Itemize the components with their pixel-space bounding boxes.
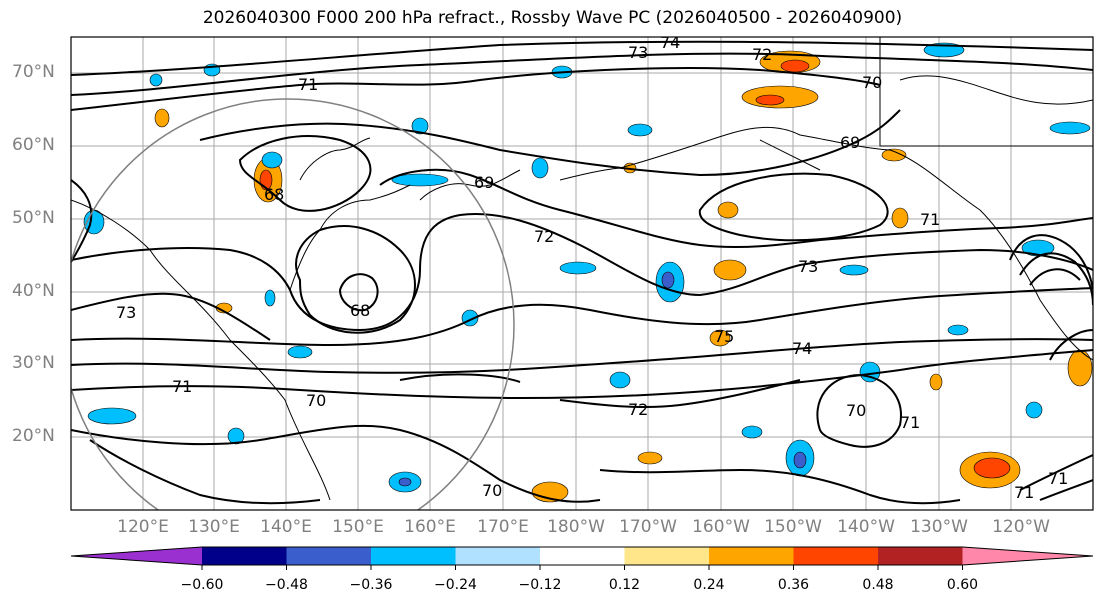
- colorbar-tick-label: −0.24: [434, 577, 477, 593]
- contour-label: 70: [482, 481, 502, 500]
- longitude-label: 180°W: [547, 517, 605, 537]
- map-title: 2026040300 F000 200 hPa refract., Rossby…: [202, 8, 903, 28]
- contour-label: 70: [846, 401, 866, 420]
- longitude-label: 170°E: [477, 517, 529, 537]
- contour-label: 74: [792, 339, 812, 358]
- colorbar-bin: [540, 547, 625, 565]
- colorbar-bin: [202, 547, 287, 565]
- colorbar-tick-label: 0.12: [608, 577, 641, 593]
- colorbar-tick-label: −0.60: [180, 577, 224, 593]
- colorbar-bin: [624, 547, 709, 565]
- colorbar-tick-label: −0.12: [518, 577, 562, 593]
- contour-label: 69: [474, 173, 494, 192]
- latitude-label: 40°N: [12, 281, 55, 301]
- contour-label: 71: [920, 210, 940, 229]
- contour-label: 72: [752, 45, 772, 64]
- contour-label: 68: [350, 301, 370, 320]
- longitude-label: 120°E: [117, 517, 169, 537]
- contour-label: 75: [714, 327, 734, 346]
- longitude-label: 140°E: [260, 517, 312, 537]
- map-frame: [70, 36, 1094, 511]
- gridlines: [71, 37, 1093, 510]
- contour-label: 70: [306, 391, 326, 410]
- contour-label: 74: [660, 33, 680, 52]
- great-circle: [71, 98, 515, 510]
- latitude-label: 30°N: [12, 353, 55, 373]
- contour-label: 71: [172, 377, 192, 396]
- colorbar-bin: [286, 547, 371, 565]
- colorbar-tick-label: 0.60: [946, 577, 979, 593]
- longitude-label: 160°W: [692, 517, 750, 537]
- contour-label: 72: [534, 227, 554, 246]
- contour-label: 73: [798, 257, 818, 276]
- longitude-label: 130°W: [910, 517, 968, 537]
- contour-label: 70: [862, 73, 882, 92]
- colorbar-tick-label: −0.48: [265, 577, 308, 593]
- colorbar-tick-label: 0.24: [693, 577, 725, 593]
- contour-label: 73: [628, 43, 648, 62]
- contour-label: 69: [840, 133, 860, 152]
- colorbar-bin: [371, 547, 456, 565]
- contour-labels: 73 74 72 70 71 69 68 68 72 73 73 71 70 7…: [116, 33, 1068, 502]
- longitude-label: 170°W: [619, 517, 677, 537]
- latitude-label: 70°N: [12, 62, 55, 82]
- longitude-label: 120°W: [992, 517, 1050, 537]
- contour-label: 73: [116, 303, 136, 322]
- colorbar-tick-label: 0.48: [862, 577, 894, 593]
- contour-label: 71: [1048, 469, 1068, 488]
- coastlines: [71, 37, 1093, 501]
- contour-label: 72: [628, 400, 648, 419]
- colorbar-bin: [455, 547, 540, 565]
- latitude-label: 60°N: [12, 135, 55, 155]
- contour-label: 68: [264, 185, 284, 204]
- longitude-label: 150°E: [332, 517, 384, 537]
- longitude-label: 130°E: [188, 517, 240, 537]
- colorbar-bin: [793, 547, 878, 565]
- longitude-label: 150°W: [764, 517, 822, 537]
- anomaly-patches: [83, 42, 1093, 503]
- colorbar: [70, 546, 1094, 570]
- colorbar-extend-low: [71, 547, 202, 565]
- contour-label: 71: [1014, 483, 1034, 502]
- colorbar-extend-high: [962, 547, 1093, 565]
- colorbar-tick-label: 0.36: [777, 577, 810, 593]
- latitude-label: 50°N: [12, 208, 55, 228]
- contour-label: 71: [298, 75, 318, 94]
- longitude-label: 160°E: [404, 517, 456, 537]
- colorbar-bin: [709, 547, 794, 565]
- longitude-label: 140°W: [837, 517, 895, 537]
- colorbar-tick-label: −0.36: [349, 577, 393, 593]
- contour-label: 71: [900, 413, 920, 432]
- colorbar-bin: [878, 547, 963, 565]
- latitude-label: 20°N: [12, 426, 55, 446]
